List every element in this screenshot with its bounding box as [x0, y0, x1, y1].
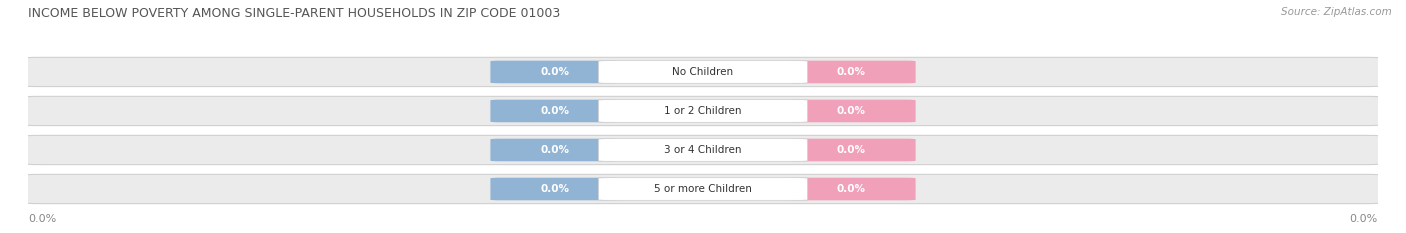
- Text: 3 or 4 Children: 3 or 4 Children: [664, 145, 742, 155]
- FancyBboxPatch shape: [21, 135, 1385, 165]
- Text: 0.0%: 0.0%: [837, 67, 866, 77]
- FancyBboxPatch shape: [787, 100, 915, 122]
- Text: 0.0%: 0.0%: [540, 106, 569, 116]
- FancyBboxPatch shape: [21, 57, 1385, 87]
- Text: 5 or more Children: 5 or more Children: [654, 184, 752, 194]
- Text: 0.0%: 0.0%: [540, 67, 569, 77]
- FancyBboxPatch shape: [491, 61, 619, 83]
- Text: 0.0%: 0.0%: [1350, 214, 1378, 224]
- Text: INCOME BELOW POVERTY AMONG SINGLE-PARENT HOUSEHOLDS IN ZIP CODE 01003: INCOME BELOW POVERTY AMONG SINGLE-PARENT…: [28, 7, 561, 20]
- FancyBboxPatch shape: [599, 61, 807, 83]
- FancyBboxPatch shape: [491, 139, 619, 161]
- FancyBboxPatch shape: [599, 178, 807, 200]
- FancyBboxPatch shape: [787, 178, 915, 200]
- Text: 0.0%: 0.0%: [837, 184, 866, 194]
- FancyBboxPatch shape: [599, 139, 807, 161]
- FancyBboxPatch shape: [21, 96, 1385, 126]
- FancyBboxPatch shape: [21, 174, 1385, 204]
- Text: 0.0%: 0.0%: [837, 145, 866, 155]
- Text: 0.0%: 0.0%: [28, 214, 56, 224]
- Text: Source: ZipAtlas.com: Source: ZipAtlas.com: [1281, 7, 1392, 17]
- FancyBboxPatch shape: [787, 139, 915, 161]
- Text: 0.0%: 0.0%: [540, 184, 569, 194]
- Text: 1 or 2 Children: 1 or 2 Children: [664, 106, 742, 116]
- Text: 0.0%: 0.0%: [540, 145, 569, 155]
- FancyBboxPatch shape: [787, 61, 915, 83]
- FancyBboxPatch shape: [599, 100, 807, 122]
- Text: No Children: No Children: [672, 67, 734, 77]
- FancyBboxPatch shape: [491, 178, 619, 200]
- Text: 0.0%: 0.0%: [837, 106, 866, 116]
- FancyBboxPatch shape: [491, 100, 619, 122]
